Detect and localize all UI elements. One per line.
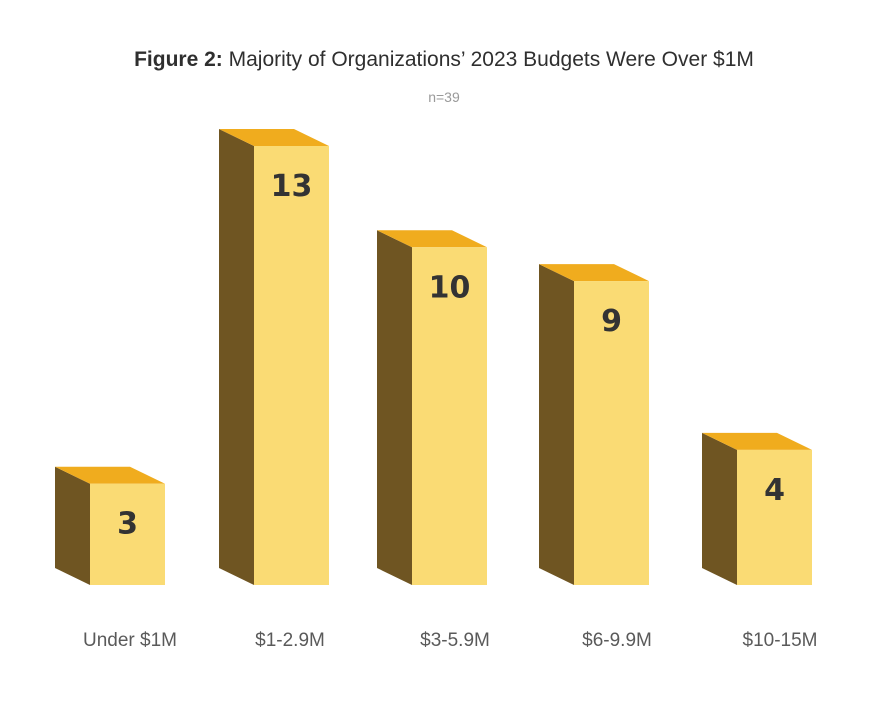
bar-top-face: [55, 466, 165, 484]
bar-3: 10: [377, 230, 487, 586]
bar-front-face: [412, 247, 487, 586]
chart-title-rest: Majority of Organizations’ 2023 Budgets …: [222, 48, 754, 71]
chart-subtitle: n=39: [428, 89, 460, 105]
bar-1: 3: [55, 466, 165, 585]
chart-title-lead: Figure 2:: [134, 48, 223, 71]
bar-front-face: [254, 145, 329, 586]
bar-side-face: [55, 466, 90, 585]
bar-4: 9: [539, 264, 649, 585]
chart-title: Figure 2: Majority of Organizations’ 202…: [0, 48, 888, 72]
category-label: $10-15M: [743, 630, 818, 651]
bar-front-face: [737, 449, 812, 585]
bar-value-label: 4: [764, 473, 785, 508]
bar-5: 4: [702, 432, 812, 585]
category-label: Under $1M: [83, 630, 177, 651]
bar-top-face: [539, 264, 649, 282]
bar-side-face: [377, 230, 412, 586]
bar-value-label: 3: [117, 507, 138, 542]
category-label: $6-9.9M: [582, 630, 652, 651]
bar-value-label: 9: [601, 304, 622, 339]
bar-top-face: [377, 230, 487, 248]
bar-front-face: [90, 483, 165, 585]
bar-side-face: [702, 432, 737, 585]
bar-2: 13: [219, 128, 329, 586]
bar-front-face: [574, 281, 649, 585]
bar-top-face: [219, 128, 329, 146]
bar-value-label: 10: [429, 270, 471, 305]
bar-value-label: 13: [271, 169, 313, 204]
category-label: $3-5.9M: [420, 630, 490, 651]
bar-top-face: [702, 432, 812, 450]
bar-side-face: [219, 128, 254, 586]
category-label: $1-2.9M: [255, 630, 325, 651]
bar-side-face: [539, 264, 574, 585]
